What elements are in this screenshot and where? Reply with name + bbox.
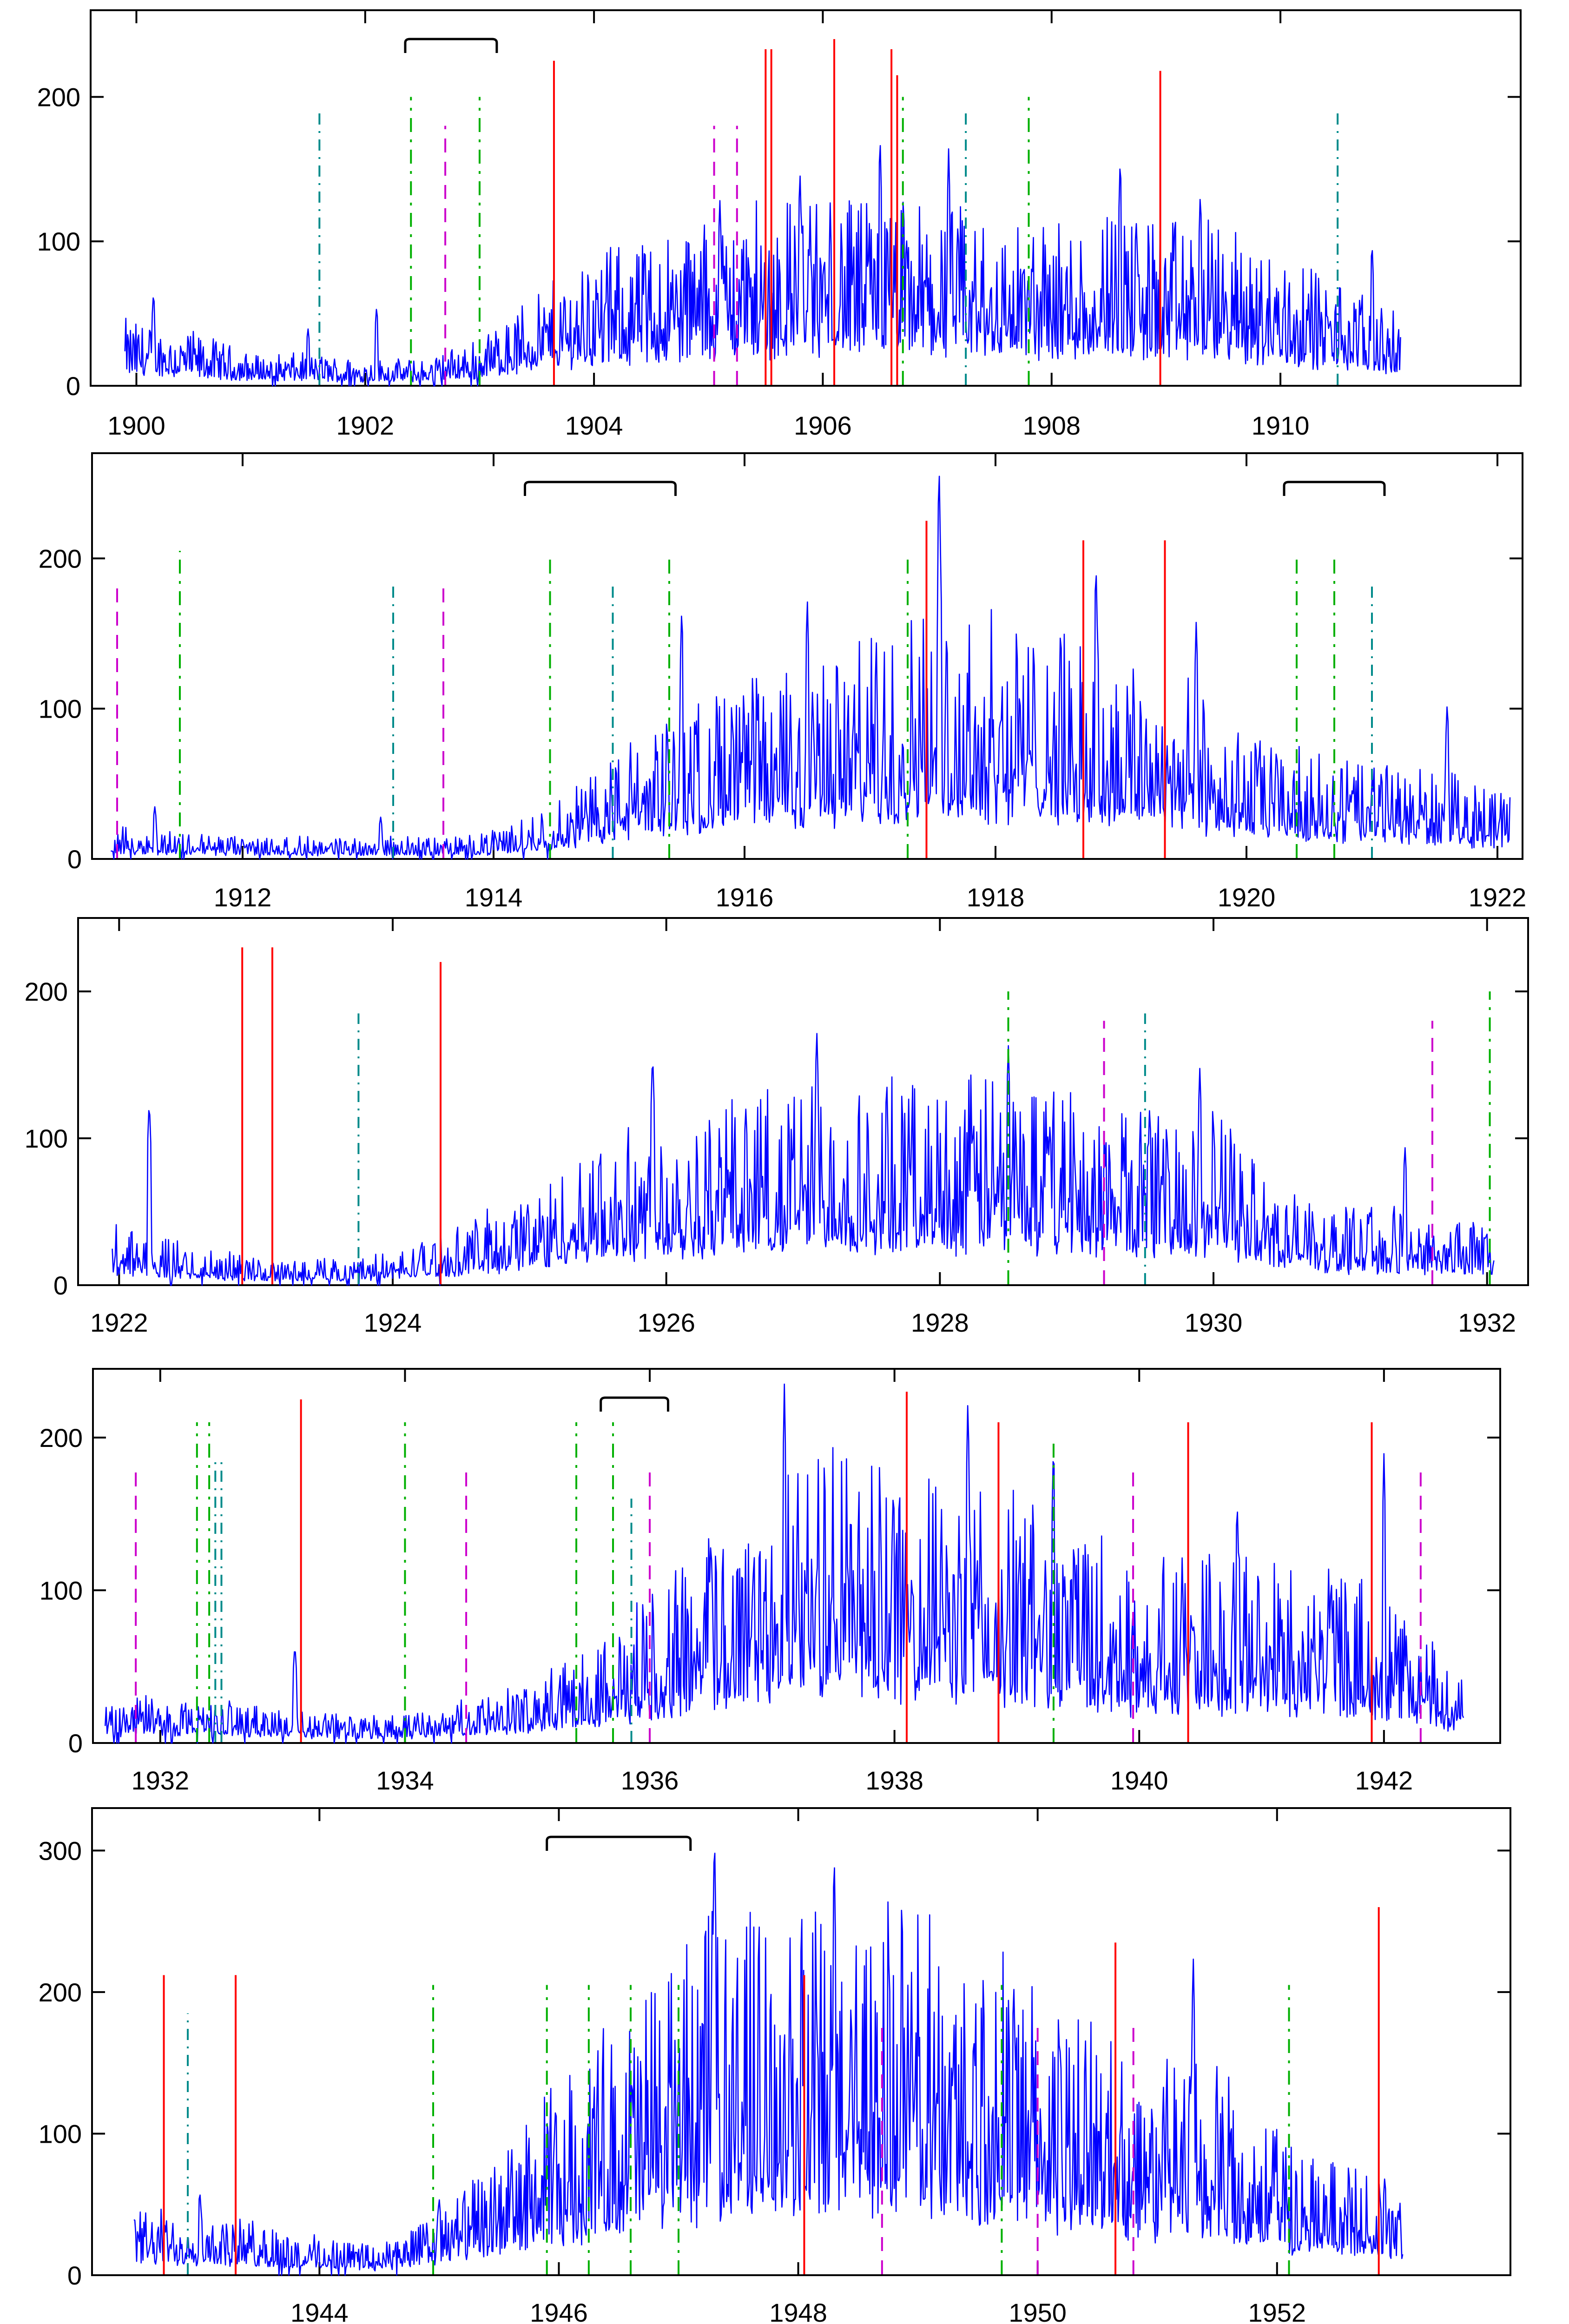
x-tick-label: 1938 [865, 1766, 923, 1795]
x-tick-label: 1940 [1110, 1766, 1168, 1795]
y-tick-label: 200 [25, 977, 68, 1006]
period-bracket [524, 481, 677, 496]
signal-series-line [124, 145, 1401, 387]
y-tick-label: 100 [25, 1124, 68, 1153]
x-tick-label: 1934 [376, 1766, 434, 1795]
signal-series-line [112, 1033, 1495, 1286]
y-tick-label: 100 [37, 227, 80, 256]
y-tick-label: 300 [39, 1836, 82, 1865]
x-tick-label: 1924 [364, 1308, 422, 1337]
period-bracket [1283, 481, 1386, 496]
y-tick-label: 0 [67, 2261, 82, 2290]
x-tick-label: 1918 [967, 883, 1025, 912]
panel-1900-1911: 0 100 200 1900 1902 1904 1906 1908 1910 [37, 9, 1522, 440]
x-tick-label: 1928 [911, 1308, 969, 1337]
y-tick-label: 100 [39, 2119, 82, 2148]
y-tick-label: 0 [68, 1729, 83, 1758]
x-tick-label: 1942 [1355, 1766, 1413, 1795]
x-tick-label: 1926 [637, 1308, 695, 1337]
x-tick-label: 1946 [530, 2298, 588, 2324]
x-tick-label: 1936 [621, 1766, 679, 1795]
panel-1942-1953: 0 100 200 300 1944 1946 1948 1950 1952 [39, 1807, 1511, 2324]
x-tick-label: 1932 [1458, 1308, 1516, 1337]
x-tick-label: 1910 [1252, 411, 1310, 440]
x-tick-label: 1904 [565, 411, 623, 440]
period-bracket [404, 38, 498, 53]
x-tick-label: 1952 [1248, 2298, 1306, 2324]
x-tick-label: 1920 [1218, 883, 1276, 912]
x-tick-label: 1912 [214, 883, 272, 912]
x-tick-label: 1950 [1009, 2298, 1067, 2324]
period-bracket [600, 1396, 670, 1412]
panel-1922-1932: 0 100 200 1922 1924 1926 1928 1930 1932 [25, 917, 1529, 1337]
signal-series-line [111, 475, 1511, 860]
x-tick-label: 1900 [107, 411, 165, 440]
panel-1911-1922: 0 100 200 1912 1914 1916 1918 1920 1922 [39, 452, 1527, 912]
x-tick-label: 1916 [716, 883, 774, 912]
panel-1932-1942: 0 100 200 1932 1934 1936 1938 1940 1942 [40, 1368, 1501, 1795]
y-tick-label: 0 [66, 371, 80, 401]
x-tick-label: 1948 [769, 2298, 827, 2324]
axes-frame [92, 1368, 1501, 1744]
axes-frame [90, 9, 1522, 387]
y-tick-label: 200 [39, 1978, 82, 2007]
x-tick-label: 1914 [465, 883, 523, 912]
x-tick-label: 1930 [1185, 1308, 1243, 1337]
x-tick-label: 1908 [1022, 411, 1081, 440]
y-tick-label: 0 [67, 845, 82, 874]
signal-series-line [133, 1852, 1404, 2276]
axes-frame [77, 917, 1529, 1286]
y-tick-label: 100 [39, 694, 82, 724]
x-tick-label: 1906 [794, 411, 852, 440]
y-tick-label: 200 [40, 1423, 83, 1452]
y-tick-label: 200 [37, 82, 80, 112]
x-tick-label: 1944 [290, 2298, 349, 2324]
y-tick-label: 100 [40, 1576, 83, 1605]
period-bracket [546, 1835, 692, 1851]
x-tick-label: 1922 [90, 1308, 148, 1337]
y-tick-label: 200 [39, 544, 82, 573]
x-tick-label: 1902 [336, 411, 394, 440]
axes-frame [91, 452, 1523, 860]
axes-frame [91, 1807, 1511, 2276]
x-tick-label: 1932 [132, 1766, 190, 1795]
y-tick-label: 0 [53, 1271, 68, 1300]
x-tick-label: 1922 [1469, 883, 1527, 912]
signal-series-line [105, 1383, 1464, 1744]
